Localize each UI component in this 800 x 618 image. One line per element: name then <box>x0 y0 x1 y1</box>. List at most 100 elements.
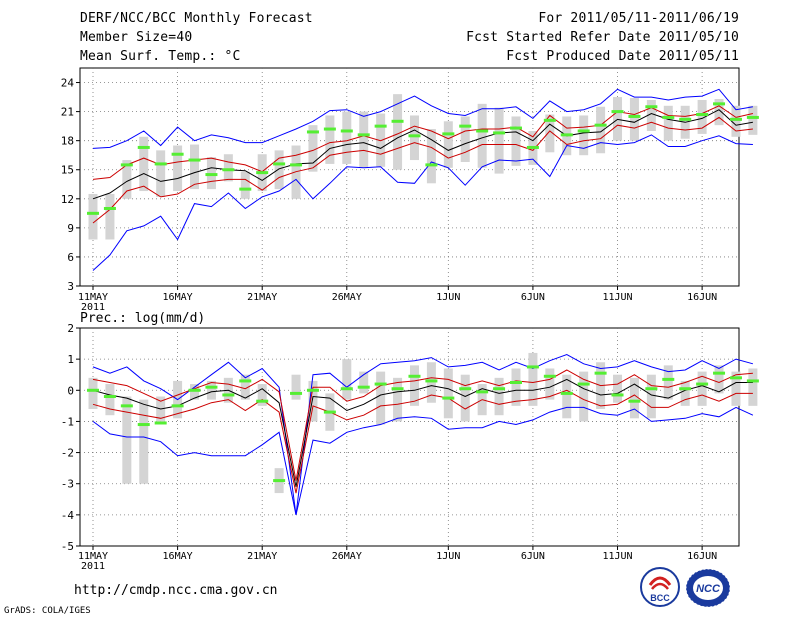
spread-box <box>460 374 470 422</box>
spread-box <box>240 171 250 199</box>
ensemble-mean-line <box>92 378 753 487</box>
spread-box <box>342 111 352 164</box>
median-marker <box>577 129 590 133</box>
median-marker <box>679 387 692 391</box>
median-marker <box>222 393 235 397</box>
y-tick-label: -4 <box>61 509 75 522</box>
median-marker <box>476 390 489 394</box>
produced-date-label: Fcst Produced Date 2011/05/11 <box>506 49 739 64</box>
spread-box <box>325 115 335 164</box>
median-marker <box>408 374 421 378</box>
median-marker <box>408 134 421 138</box>
spread-box <box>122 396 132 484</box>
spread-box <box>494 377 504 416</box>
median-marker <box>611 110 624 114</box>
spread-box <box>511 368 521 406</box>
median-marker <box>425 163 438 167</box>
y-tick-label: 6 <box>67 251 74 264</box>
spread-box <box>190 384 200 400</box>
median-marker <box>628 114 641 118</box>
plot-frame <box>79 327 740 547</box>
median-marker <box>543 374 556 378</box>
median-marker <box>729 376 742 380</box>
spread-box <box>393 94 403 170</box>
spread-box <box>308 380 318 422</box>
y-tick-label: 24 <box>61 77 75 90</box>
median-marker <box>306 130 319 134</box>
median-marker <box>205 385 218 389</box>
spread-box <box>291 374 301 400</box>
median-marker <box>256 171 269 175</box>
median-marker <box>560 133 573 137</box>
median-marker <box>340 129 353 133</box>
median-marker <box>273 479 286 483</box>
median-marker <box>188 388 201 392</box>
median-marker <box>256 399 269 403</box>
spread-box <box>105 384 115 416</box>
spread-box <box>579 115 589 156</box>
spread-box <box>528 352 538 406</box>
median-marker <box>323 410 336 414</box>
spread-box <box>714 99 724 126</box>
median-marker <box>526 145 539 149</box>
spread-box <box>646 99 656 131</box>
spread-box <box>545 114 555 153</box>
spread-box <box>579 371 589 422</box>
x-tick-label: 26MAY <box>332 292 362 303</box>
x-year-label: 2011 <box>81 561 105 572</box>
spread-box <box>88 377 98 409</box>
median-marker <box>560 391 573 395</box>
y-tick-label: 3 <box>67 280 74 293</box>
spread-box <box>342 359 352 400</box>
median-marker <box>87 211 99 215</box>
y-tick-label: -3 <box>61 478 74 491</box>
x-tick-label: 11MAY <box>78 551 108 562</box>
spread-box <box>359 111 369 168</box>
precipitation-panel: -5 -4 -3 -2 -1 0 1 2 11MAY 16MAY 21MAY 26MAY 1JUN 6JU… <box>61 311 759 572</box>
spread-box <box>596 106 606 154</box>
spread-box <box>223 154 233 182</box>
median-marker <box>374 124 387 128</box>
x-tick-label: 16MAY <box>163 292 193 303</box>
x-year-label: 2011 <box>81 302 105 313</box>
spread-box <box>240 374 250 400</box>
median-marker <box>154 162 167 166</box>
y-tick-label: 12 <box>61 193 74 206</box>
median-marker <box>323 127 336 131</box>
spread-box <box>731 371 741 406</box>
lower-spread-line <box>92 116 753 224</box>
y-tick-label: 1 <box>67 353 74 366</box>
median-marker <box>357 133 370 137</box>
median-marker <box>205 173 218 177</box>
median-marker <box>273 162 286 166</box>
x-tick-label: 6JUN <box>521 292 545 303</box>
member-size-label: Member Size=40 <box>80 30 193 45</box>
median-marker <box>628 399 641 403</box>
spread-box <box>460 116 470 162</box>
median-marker <box>594 123 607 127</box>
y-tick-label: 15 <box>61 164 74 177</box>
median-marker <box>493 387 506 391</box>
median-marker <box>476 129 489 133</box>
spread-box <box>139 136 149 192</box>
spread-box <box>663 365 673 400</box>
spread-box <box>477 103 487 168</box>
x-tick-label: 11JUN <box>602 551 632 562</box>
spread-box <box>663 105 673 141</box>
ncc-logo-text: NCC <box>696 583 721 595</box>
upper-envelope-line <box>92 88 753 149</box>
y-tick-label: 2 <box>67 322 74 335</box>
median-marker <box>645 105 658 109</box>
y-tick-label: 9 <box>67 222 74 235</box>
median-marker <box>290 163 303 167</box>
spread-box <box>376 371 386 425</box>
spread-box <box>122 160 132 199</box>
precipitation-panel-label: Prec.: log(mm/d) <box>80 311 205 326</box>
spread-box <box>511 116 521 166</box>
median-marker <box>425 379 438 383</box>
spread-box <box>646 374 656 419</box>
median-marker <box>746 379 759 383</box>
spread-box <box>613 97 623 141</box>
median-marker <box>729 117 742 121</box>
y-tick-label: 21 <box>61 106 74 119</box>
